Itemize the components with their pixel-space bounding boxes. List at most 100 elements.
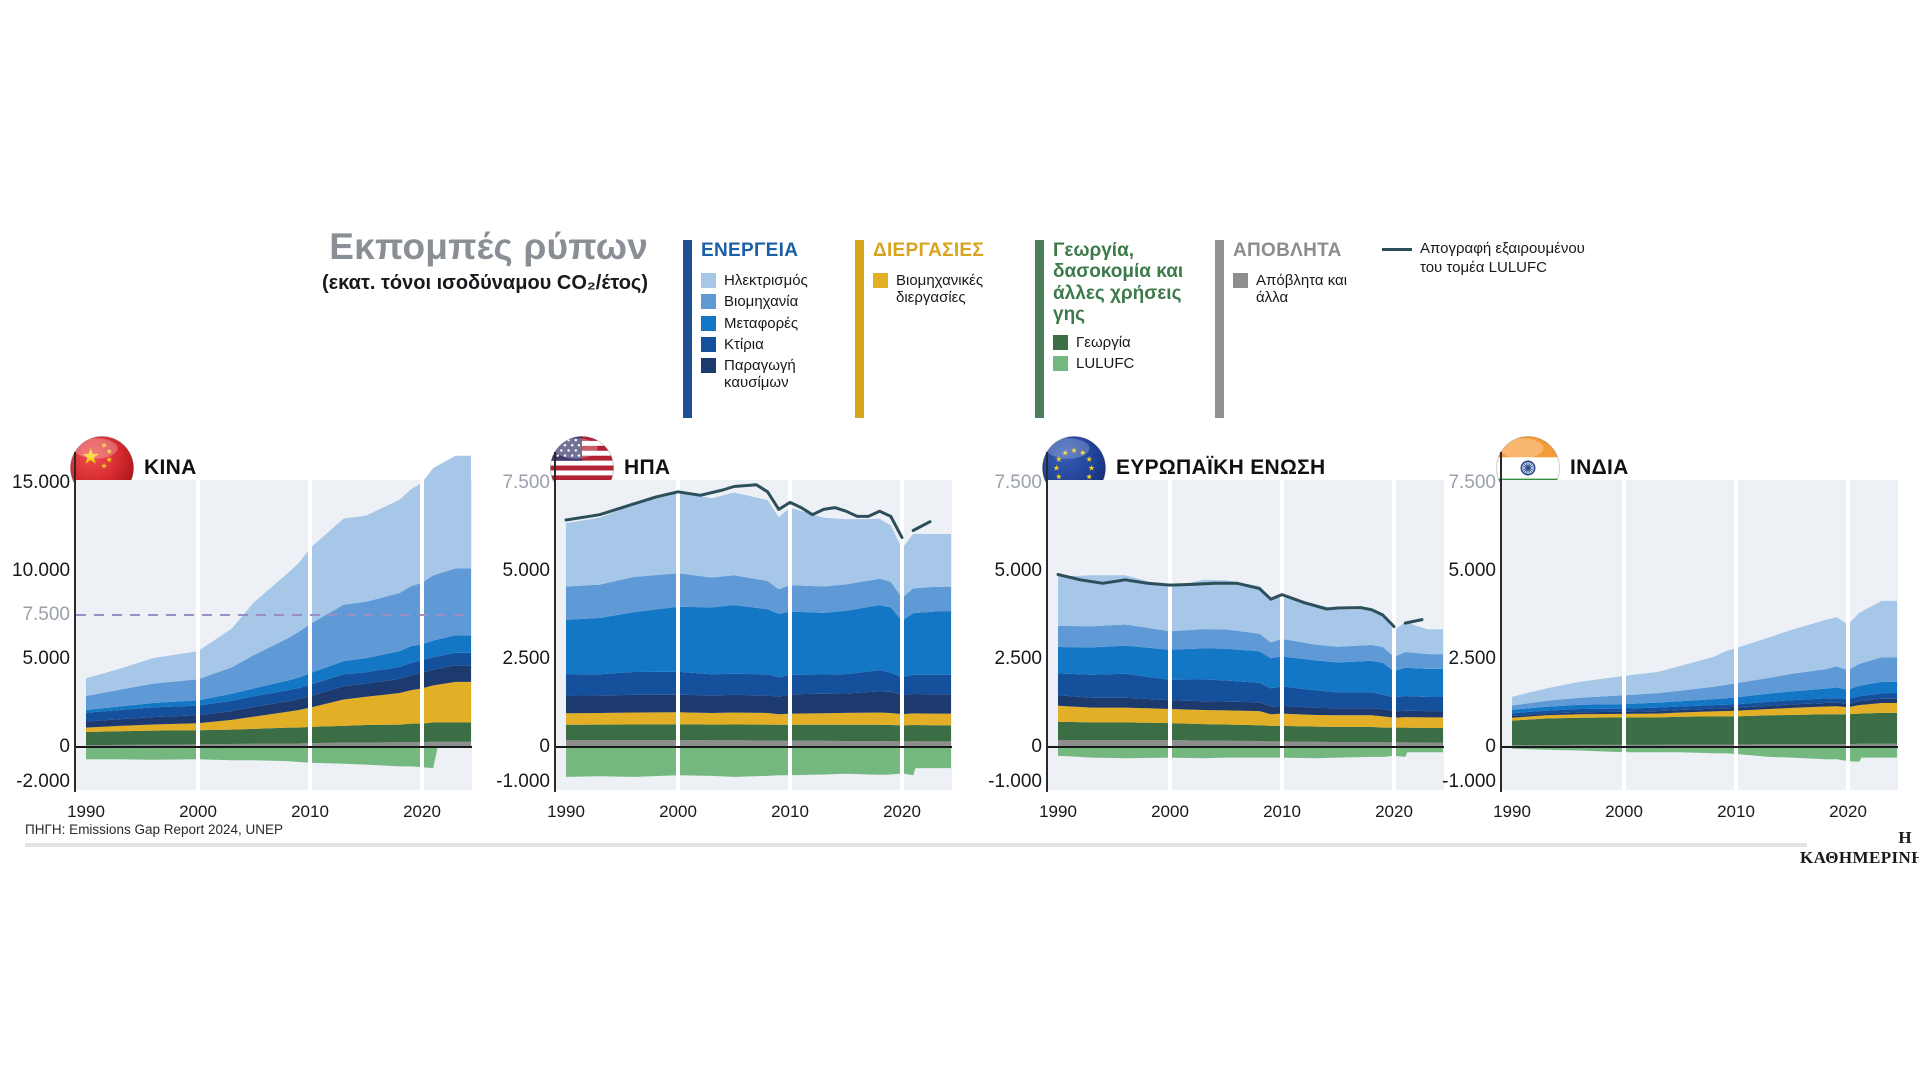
area-Ηλεκτρισμός: [1058, 575, 1443, 657]
source-credit: ΠΗΓΗ: Emissions Gap Report 2024, UNEP: [25, 822, 284, 837]
legend-item-label: Κτίρια: [724, 335, 764, 353]
legend-item-label: Μεταφορές: [724, 314, 799, 332]
y-axis-label: -1.000: [1442, 771, 1496, 793]
y-axis-label: -1.000: [988, 771, 1042, 793]
area-lulufc: [1512, 747, 1897, 762]
legend-swatch-icon: [1233, 273, 1248, 288]
area-Βιομηχανία: [566, 573, 951, 621]
legend-afolu-bar: [1035, 240, 1044, 418]
y-axis-label: 2.500: [994, 648, 1042, 669]
legend-item: Κτίρια: [701, 336, 836, 353]
plot-usa: [554, 452, 952, 792]
area-Μεταφορές: [1058, 645, 1443, 698]
legend-item: Γεωργία: [1053, 334, 1188, 351]
area-Παραγωγή καυσίμων: [1058, 695, 1443, 718]
gridline-2010: [1280, 480, 1284, 790]
y-axis-label: 2.500: [502, 648, 550, 669]
gridline-2000: [1168, 480, 1172, 790]
gridline-2010: [1734, 480, 1738, 790]
area-Μεταφορές: [566, 605, 951, 678]
area-Κτίρια: [1058, 673, 1443, 712]
area-Βιομηχανία: [1512, 657, 1897, 710]
x-axis-label: 2000: [1151, 802, 1189, 821]
inventory-line: [564, 483, 904, 540]
y-axis-label: 0: [1485, 736, 1496, 757]
y-axis-label: 7.500: [994, 472, 1042, 493]
publisher-logo: Η ΚΑΘΗΜΕΡΙΝΗ: [1800, 828, 1919, 867]
legend-waste-items: Απόβλητα και άλλα: [1233, 272, 1368, 307]
page-title: Εκπομπές ρύπων: [329, 226, 648, 267]
legend-afolu-items: Γεωργία LULUFC: [1053, 334, 1188, 373]
area-Βιομηχανικές διεργασίες: [1512, 703, 1897, 721]
area-Παραγωγή καυσίμων: [86, 665, 471, 728]
legend-inventory-line-label: Απογραφή εξαιρουμένου του τομέα LULUFC: [1420, 240, 1585, 276]
gridline-2020: [420, 480, 424, 790]
inventory-line: [911, 520, 932, 532]
area-Γεωργία: [86, 722, 471, 746]
y-axis-label: 0: [539, 736, 550, 757]
y-axis-label: 10.000: [12, 560, 71, 581]
area-Απόβλητα και άλλα: [1058, 740, 1443, 747]
area-Βιομηχανία: [86, 568, 471, 710]
y-axis-label: 0: [59, 736, 70, 757]
area-lulufc: [1058, 747, 1443, 759]
legend-swatch-icon: [701, 336, 716, 352]
area-Κτίρια: [86, 652, 471, 722]
legend-swatch-icon: [1053, 334, 1068, 350]
legend-item: Απόβλητα και άλλα: [1233, 272, 1368, 307]
area-Κτίρια: [1512, 693, 1897, 716]
page-subtitle: (εκατ. τόνοι ισοδύναμου CO₂/έτος): [322, 272, 648, 294]
legend-item-label: LULUFC: [1076, 355, 1135, 373]
chart-title-china: ΚΙΝΑ: [144, 456, 197, 479]
x-axis-label: 2010: [771, 802, 809, 821]
area-Μεταφορές: [86, 635, 471, 713]
plot-eu: [1046, 452, 1444, 792]
legend-item-label: Βιομηχανία: [724, 293, 799, 311]
inventory-line: [1056, 573, 1396, 629]
x-axis-label: 1990: [1039, 802, 1077, 821]
y-axis-label: -2.000: [16, 771, 70, 793]
x-axis-label: 1990: [547, 802, 585, 821]
x-axis-label: 2000: [179, 802, 217, 821]
legend-item: Μεταφορές: [701, 315, 836, 332]
legend-item: Ηλεκτρισμός: [701, 272, 836, 289]
legend-item: Βιομηχανία: [701, 293, 836, 310]
area-Απόβλητα και άλλα: [86, 741, 471, 747]
inventory-line: [1403, 618, 1424, 625]
legend-waste-bar: [1215, 240, 1224, 418]
gridline-2000: [676, 480, 680, 790]
area-Παραγωγή καυσίμων: [1512, 698, 1897, 718]
gridline-2010: [308, 480, 312, 790]
gridline-2000: [196, 480, 200, 790]
area-Βιομηχανικές διεργασίες: [86, 681, 471, 732]
legend-processes-title: ΔΙΕΡΓΑΣΙΕΣ: [873, 240, 985, 261]
area-Ηλεκτρισμός: [566, 492, 951, 598]
y-axis-label: 2.500: [1448, 648, 1496, 669]
gridline-2020: [1846, 480, 1850, 790]
legend-item-label: Ηλεκτρισμός: [724, 272, 808, 289]
legend-swatch-icon: [701, 273, 716, 288]
area-Βιομηχανικές διεργασίες: [566, 712, 951, 726]
area-Βιομηχανικές διεργασίες: [1058, 705, 1443, 728]
plot-india: [1500, 452, 1898, 792]
area-Κτίρια: [566, 670, 951, 697]
header: Εκπομπές ρύπων (εκατ. τόνοι ισοδύναμου C…: [240, 226, 648, 295]
legend-swatch-icon: [701, 315, 716, 331]
area-lulufc: [566, 747, 951, 777]
legend-item-label: Γεωργία: [1076, 333, 1131, 351]
y-axis-label: 7.500: [22, 604, 70, 625]
legend-waste-title: ΑΠΟΒΛΗΤΑ: [1233, 240, 1342, 261]
x-axis-label: 2000: [659, 802, 697, 821]
x-axis-label: 2000: [1605, 802, 1643, 821]
area-lulufc: [86, 747, 438, 769]
legend-item-label: Παραγωγή καυσίμων: [724, 357, 796, 392]
y-axis-label: 7.500: [502, 472, 550, 493]
area-Μεταφορές: [1512, 681, 1897, 714]
y-axis-label: 5.000: [994, 560, 1042, 581]
legend-swatch-icon: [701, 358, 716, 373]
x-axis-label: 1990: [1493, 802, 1531, 821]
area-Γεωργία: [566, 724, 951, 742]
y-axis-label: 5.000: [1448, 560, 1496, 581]
y-axis-label: 0: [1031, 736, 1042, 757]
